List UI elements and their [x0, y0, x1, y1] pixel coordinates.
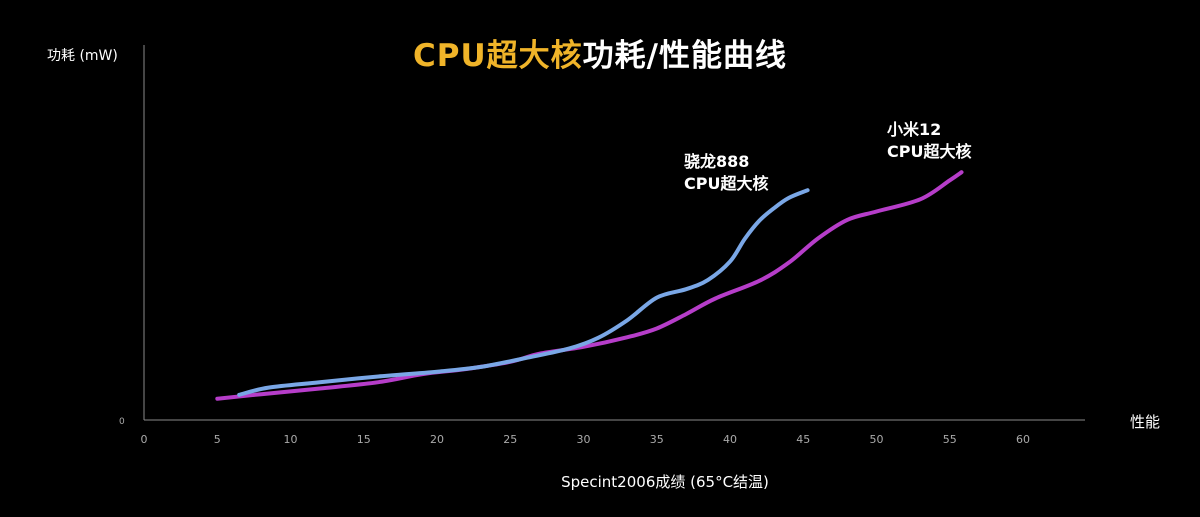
- x-tick-label: 50: [870, 433, 884, 446]
- series-label-line1: 骁龙888: [684, 152, 750, 171]
- series-label-line1: 小米12: [887, 120, 942, 139]
- y-tick-label: 0: [119, 417, 125, 427]
- series-line-xiaomi12: [215, 170, 964, 401]
- series-lines: [215, 170, 964, 401]
- y-axis-label: 功耗 (mW): [47, 48, 118, 64]
- x-tick-label: 30: [577, 433, 591, 446]
- series-label-line2: CPU超大核: [887, 142, 972, 161]
- series-label-xiaomi12: 小米12 CPU超大核: [887, 119, 971, 163]
- x-tick-label: 35: [650, 433, 664, 446]
- chart-axes: 0: [119, 45, 1085, 427]
- x-tick-label: 0: [141, 433, 148, 446]
- x-tick-label: 5: [214, 433, 221, 446]
- x-tick-label: 15: [357, 433, 371, 446]
- series-line-snapdragon888: [237, 188, 810, 397]
- series-label-snapdragon888: 骁龙888 CPU超大核: [684, 151, 768, 195]
- x-axis-label: Specint2006成绩 (65°C结温): [561, 473, 769, 491]
- x-tick-label: 20: [430, 433, 444, 446]
- x-tick-label: 40: [723, 433, 737, 446]
- x-tick-label: 60: [1016, 433, 1030, 446]
- title-highlight: CPU超大核: [413, 38, 583, 74]
- x-tick-label: 45: [796, 433, 810, 446]
- title-rest: 功耗/性能曲线: [582, 38, 787, 74]
- x-tick-labels: 0 5 10 15 20 25 30 35 40 45 50 55 60: [141, 433, 1031, 446]
- x-tick-label: 25: [503, 433, 517, 446]
- series-label-line2: CPU超大核: [684, 174, 769, 193]
- x-tick-label: 55: [943, 433, 957, 446]
- x-axis-end-label: 性能: [1130, 413, 1161, 431]
- x-tick-label: 10: [284, 433, 298, 446]
- chart-title: CPU超大核功耗/性能曲线: [0, 30, 1200, 75]
